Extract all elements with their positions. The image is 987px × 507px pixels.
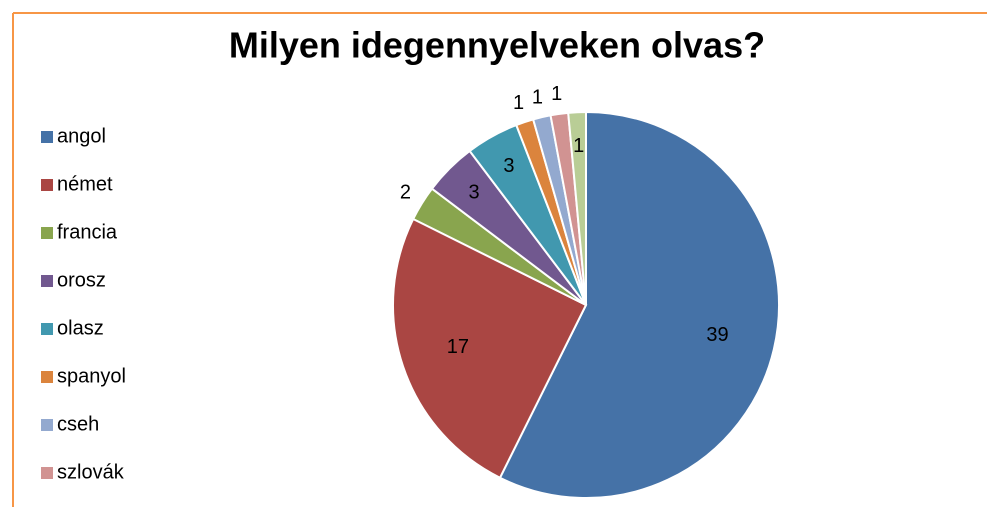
legend-swatch [41, 371, 53, 383]
data-label: 1 [532, 87, 543, 109]
data-label: 2 [400, 182, 411, 204]
pie-slice [498, 110, 780, 499]
data-label: 3 [503, 155, 514, 177]
data-label: 1 [573, 135, 584, 157]
legend-swatch [41, 179, 53, 191]
legend-label: spanyol [57, 365, 126, 387]
legend-swatch [41, 131, 53, 143]
data-label: 3 [469, 181, 480, 203]
legend-swatch [41, 419, 53, 431]
chart-title: Milyen idegennyelveken olvas? [229, 25, 765, 66]
legend-swatch [41, 467, 53, 479]
legend-label: cseh [57, 413, 99, 435]
data-label: 39 [706, 324, 728, 346]
legend-swatch [41, 275, 53, 287]
legend-swatch [41, 323, 53, 335]
data-label: 17 [447, 336, 469, 358]
data-label: 1 [513, 92, 524, 114]
legend-label: francia [57, 221, 118, 243]
pie-slice [567, 110, 587, 306]
legend-label: orosz [57, 269, 106, 291]
legend-label: szlovák [57, 461, 125, 483]
data-label: 1 [551, 83, 562, 105]
pie-slice [392, 217, 588, 480]
legend-label: német [57, 173, 113, 195]
legend-label: olasz [57, 317, 104, 339]
legend-label: angol [57, 125, 106, 147]
legend-swatch [41, 227, 53, 239]
